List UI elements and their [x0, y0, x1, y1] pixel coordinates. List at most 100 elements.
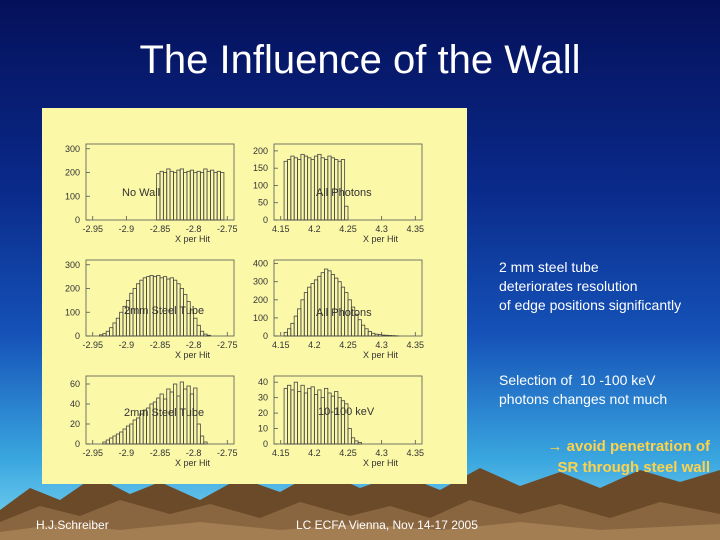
- x-tick-label: -2.85: [150, 448, 171, 458]
- y-tick-label: 200: [65, 168, 80, 178]
- y-tick-label: 200: [253, 295, 268, 305]
- histogram-bar: [196, 324, 201, 337]
- histogram-bar: [327, 270, 332, 337]
- histogram-bar: [109, 437, 114, 445]
- histogram-bar: [324, 268, 329, 337]
- x-axis-label: X per Hit: [175, 458, 211, 468]
- y-tick-label: 300: [253, 277, 268, 287]
- histogram-bar: [303, 292, 309, 337]
- x-tick-label: 4.2: [308, 224, 321, 234]
- histogram-bar: [159, 170, 164, 221]
- x-tick-label: -2.8: [186, 340, 202, 350]
- histogram-bar: [115, 433, 121, 445]
- histogram-bar: [381, 334, 386, 337]
- histogram-bar: [350, 437, 356, 445]
- x-tick-label: -2.95: [82, 224, 103, 234]
- histogram-bar: [203, 441, 208, 445]
- x-tick-label: 4.35: [407, 448, 425, 458]
- y-tick-label: 0: [75, 331, 80, 341]
- arrow-right-icon: →: [547, 438, 563, 455]
- histogram-bar: [337, 397, 342, 445]
- histogram-bar: [112, 435, 117, 445]
- histogram-bar: [156, 397, 161, 445]
- histogram-bar: [387, 335, 393, 337]
- histogram-bar: [290, 389, 295, 445]
- panel-annotation: 2mm Steel Tube: [124, 305, 204, 317]
- y-tick-label: 0: [263, 439, 268, 449]
- y-tick-label: 20: [70, 419, 80, 429]
- histogram-bar: [300, 153, 305, 221]
- histogram-bar: [287, 159, 292, 221]
- y-tick-label: 40: [258, 377, 268, 387]
- histogram-bar: [199, 172, 205, 221]
- x-tick-label: 4.35: [407, 340, 425, 350]
- histogram-bar: [297, 308, 302, 337]
- histogram-bar: [129, 423, 134, 445]
- histogram-bar: [377, 334, 383, 337]
- x-tick-label: -2.75: [217, 340, 238, 350]
- histogram-bar: [330, 274, 335, 337]
- y-tick-label: 10: [258, 424, 268, 434]
- y-tick-label: 150: [253, 163, 268, 173]
- x-tick-label: -2.75: [217, 448, 238, 458]
- y-tick-label: 60: [70, 379, 80, 389]
- histogram-bar: [216, 170, 221, 221]
- histogram-bar: [162, 398, 168, 445]
- histogram-bar: [283, 331, 288, 337]
- histogram-bar: [374, 333, 379, 337]
- histogram-bar: [169, 170, 174, 221]
- histogram-bar: [136, 417, 141, 445]
- x-tick-label: 4.25: [339, 224, 357, 234]
- histogram-bar: [313, 394, 319, 445]
- histogram-bar: [297, 391, 302, 445]
- histogram-bar: [344, 205, 349, 221]
- y-tick-label: 300: [65, 260, 80, 270]
- histogram-panel-3: 0 100 200 300 -2.95 -2.9 -2.85 -2.8 -2.75 X per H…: [65, 259, 238, 360]
- histogram-panel-6: 0 10 20 30 40 4.15 4.2 4.25 4.3 4.35 X per Hit 10-1…: [258, 375, 425, 468]
- histogram-bar: [347, 428, 352, 445]
- histogram-bar: [307, 157, 312, 221]
- histogram-bar: [357, 319, 362, 337]
- histogram-bar: [361, 324, 366, 337]
- histogram-bar: [115, 317, 121, 337]
- histogram-panel-5: 0 20 40 60 -2.95 -2.9 -2.85 -2.8 -2.75 X per Hit 2…: [70, 375, 238, 468]
- panel-annotation: 2mm Steel Tube: [124, 407, 204, 419]
- histogram-bar: [109, 327, 114, 337]
- histogram-figure: 0 100 200 300 -2.95 -2.9 -2.85 -2.8 -2.75 X per H…: [42, 108, 467, 484]
- histogram-bar: [199, 330, 205, 337]
- histogram-bar: [119, 431, 124, 445]
- histogram-bar: [307, 387, 312, 445]
- histogram-panel-2: 0 50 100 150 200 4.15 4.2 4.25 4.3 4.35 X per Hit A…: [253, 143, 425, 244]
- histogram-bar: [290, 322, 295, 337]
- histogram-bar: [384, 334, 389, 337]
- y-tick-label: 50: [258, 198, 268, 208]
- x-tick-label: -2.85: [150, 340, 171, 350]
- x-tick-label: 4.2: [308, 340, 321, 350]
- histogram-panel-4: 0 100 200 300 400 4.15 4.2 4.25 4.3 4.35 X per Hit…: [253, 259, 424, 360]
- histogram-bar: [193, 387, 198, 445]
- histogram-bar: [99, 334, 104, 337]
- histogram-bar: [196, 170, 201, 221]
- x-tick-label: 4.35: [407, 224, 425, 234]
- histogram-bar: [210, 169, 215, 221]
- panel-annotation: All Photons: [316, 307, 372, 319]
- histogram-bar: [357, 442, 362, 445]
- y-tick-label: 20: [258, 408, 268, 418]
- x-tick-label: 4.25: [339, 340, 357, 350]
- footer-conference: LC ECFA Vienna, Nov 14-17 2005: [296, 518, 478, 532]
- histogram-bar: [340, 159, 346, 221]
- histogram-bar: [283, 160, 288, 221]
- histogram-bar: [199, 435, 205, 445]
- histogram-bar: [102, 333, 107, 337]
- bullet-selection: Selection of 10 -100 keV photons changes…: [499, 372, 668, 407]
- x-tick-label: -2.95: [82, 340, 103, 350]
- histogram-bar: [193, 172, 198, 221]
- histogram-bar: [105, 439, 110, 445]
- x-tick-label: -2.75: [217, 224, 238, 234]
- histogram-bar: [354, 440, 359, 445]
- histogram-bar: [300, 384, 305, 445]
- y-tick-label: 200: [65, 284, 80, 294]
- histogram-bar: [287, 328, 292, 337]
